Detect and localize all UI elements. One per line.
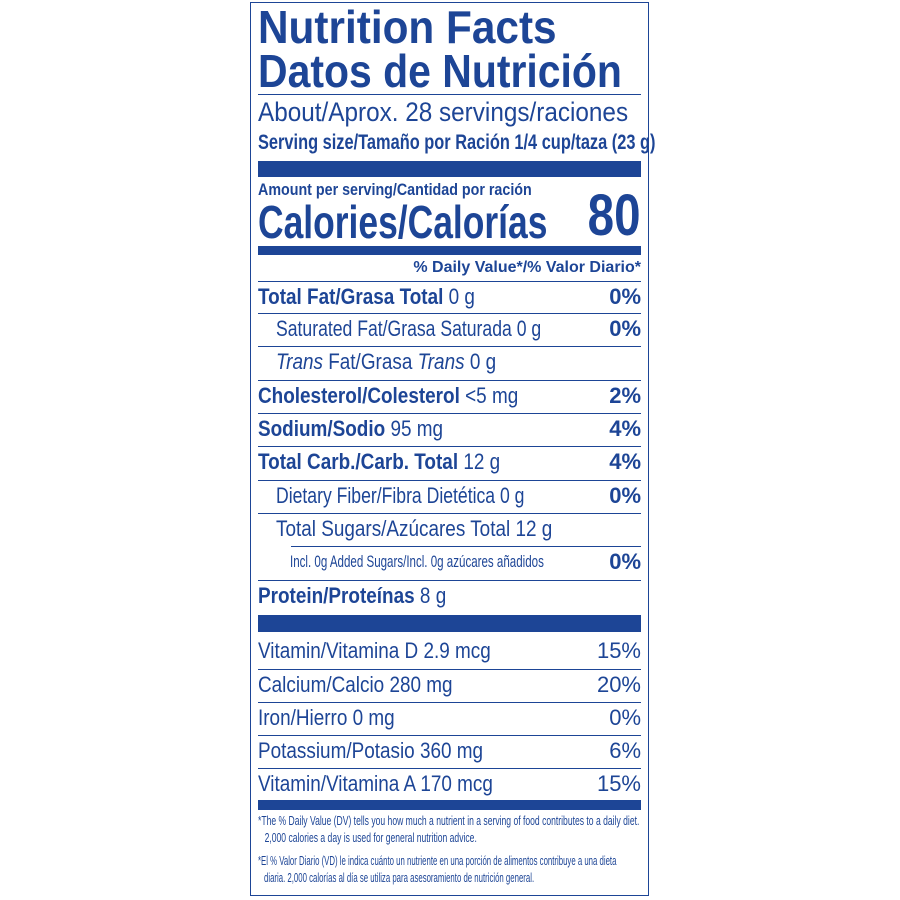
nutrient-row-total-fat: Total Fat/Grasa Total 0 g 0% — [258, 284, 641, 309]
vitamin-row-calcium: Calcium/Calcio 280 mg 20% — [258, 672, 641, 697]
nutrient-row-added-sugars: Incl. 0g Added Sugars/Incl. 0g azúcares … — [290, 549, 641, 574]
footnote-english: *The % Daily Value (DV) tells you how mu… — [258, 813, 640, 845]
nutrient-row-dietary-fiber: Dietary Fiber/Fibra Dietética 0 g 0% — [276, 483, 641, 508]
nutrient-row-total-carb: Total Carb./Carb. Total 12 g 4% — [258, 449, 641, 474]
serving-size: Serving size/Tamaño por Ración 1/4 cup/t… — [258, 131, 656, 154]
vitamin-row-d: Vitamin/Vitamina D 2.9 mcg 15% — [258, 638, 641, 663]
nutrient-row-protein: Protein/Proteínas 8 g — [258, 583, 447, 608]
nutrient-row-saturated-fat: Saturated Fat/Grasa Saturada 0 g 0% — [276, 316, 641, 341]
vitamin-row-iron: Iron/Hierro 0 mg 0% — [258, 705, 641, 730]
footnote-spanish: *El % Valor Diario (VD) le indica cuánto… — [258, 853, 617, 885]
calories-label: Calories/Calorías — [258, 196, 548, 248]
title-es: Datos de Nutrición — [258, 45, 622, 97]
nutrient-row-cholesterol: Cholesterol/Colesterol <5 mg 2% — [258, 383, 641, 408]
nutrient-row-trans-fat: Trans Fat/Grasa Trans 0 g — [276, 349, 497, 374]
vitamin-row-potassium: Potassium/Potasio 360 mg 6% — [258, 738, 641, 763]
thick-divider — [258, 615, 641, 632]
servings-per-container: About/Aprox. 28 servings/raciones — [258, 97, 629, 127]
nutrient-row-total-sugars: Total Sugars/Azúcares Total 12 g — [276, 516, 553, 541]
medium-divider — [258, 800, 641, 810]
title-en: Nutrition Facts — [258, 1, 557, 53]
calories-value: 80 — [588, 183, 641, 248]
daily-value-header: % Daily Value*/% Valor Diario* — [413, 259, 641, 276]
amount-per-serving: Amount per serving/Cantidad por ración — [258, 180, 532, 199]
nutrition-facts-label: Nutrition Facts Datos de Nutrición About… — [250, 1, 655, 896]
thick-divider — [258, 161, 641, 177]
nutrient-row-sodium: Sodium/Sodio 95 mg 4% — [258, 416, 641, 441]
vitamin-row-a: Vitamin/Vitamina A 170 mcg 15% — [258, 771, 641, 796]
medium-divider — [258, 246, 641, 255]
